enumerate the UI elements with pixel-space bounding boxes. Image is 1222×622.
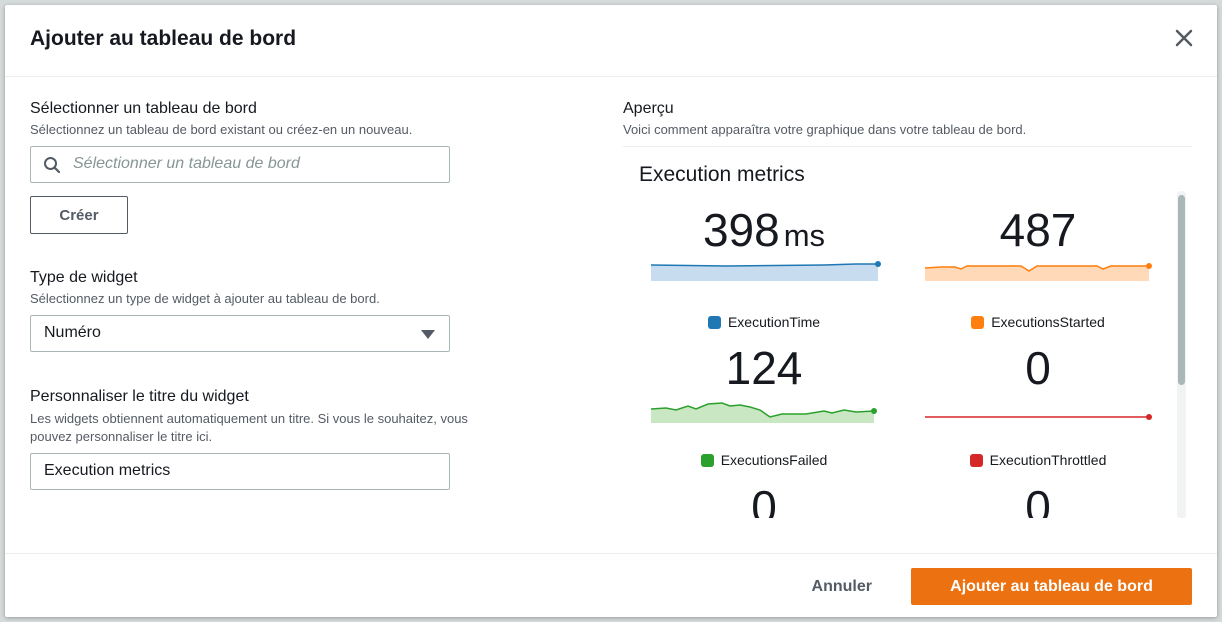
widget-title-description-line1: Les widgets obtiennent automatiquement u… xyxy=(30,411,468,426)
legend-swatch xyxy=(707,315,721,329)
preview-label: Aperçu xyxy=(623,100,674,117)
metric-unit: ms xyxy=(783,218,826,253)
modal-title: Ajouter au tableau de bord xyxy=(30,27,297,50)
metric-number: 487 xyxy=(999,204,1077,256)
legend-execution-throttled: ExecutionThrottled xyxy=(923,450,1153,470)
preview-widget-title: Execution metrics xyxy=(639,163,805,186)
widget-title-input[interactable]: Execution metrics xyxy=(30,453,450,490)
legend-label: ExecutionTime xyxy=(727,314,821,330)
dashboard-search-placeholder: Sélectionner un tableau de bord xyxy=(73,155,300,172)
metric-number: 0 xyxy=(751,481,777,518)
metric-number: 124 xyxy=(725,342,803,394)
metric-number: 0 xyxy=(1025,342,1051,394)
widget-type-value: Numéro xyxy=(44,324,101,341)
search-icon xyxy=(43,156,61,174)
legend-execution-time: ExecutionTime xyxy=(649,312,879,332)
scrollbar-thumb[interactable] xyxy=(1178,195,1185,385)
sparkline-executions-started xyxy=(924,263,1152,281)
dashboard-description: Sélectionnez un tableau de bord existant… xyxy=(30,122,413,137)
add-to-dashboard-modal: Ajouter au tableau de bord Sélectionner … xyxy=(5,5,1217,617)
widget-type-select[interactable]: Numéro xyxy=(30,315,450,352)
metric-value-execution-throttled: 0 xyxy=(923,343,1153,393)
metric-number: 0 xyxy=(1025,481,1051,518)
legend-label: ExecutionsStarted xyxy=(991,314,1105,330)
sparkline-executions-failed xyxy=(650,402,877,423)
caret-down-icon xyxy=(421,330,435,339)
cancel-button[interactable]: Annuler xyxy=(811,578,872,595)
add-to-dashboard-button[interactable]: Ajouter au tableau de bord xyxy=(911,568,1192,605)
metric-number: 398 xyxy=(702,204,780,256)
modal-footer: Annuler Ajouter au tableau de bord xyxy=(5,553,1217,617)
legend-swatch xyxy=(971,315,985,329)
preview-scrollbar[interactable] xyxy=(1177,191,1186,518)
close-icon[interactable] xyxy=(1173,27,1195,49)
legend-swatch xyxy=(700,453,714,467)
legend-label: ExecutionsFailed xyxy=(720,452,828,468)
modal-header: Ajouter au tableau de bord xyxy=(5,5,1217,77)
legend-executions-started: ExecutionsStarted xyxy=(923,312,1153,332)
metric-value-execution-time: 398 ms xyxy=(649,205,879,261)
widget-title-label: Personnaliser le titre du widget xyxy=(30,388,249,405)
dashboard-search-input[interactable]: Sélectionner un tableau de bord xyxy=(30,146,450,183)
legend-swatch xyxy=(969,453,983,467)
widget-title-description-line2: pouvez personnaliser le titre ici. xyxy=(30,429,213,444)
metric-value-executions-started: 487 xyxy=(923,205,1153,255)
metric-value-row3-right: 0 xyxy=(923,482,1153,518)
legend-executions-failed: ExecutionsFailed xyxy=(649,450,879,470)
widget-type-description: Sélectionnez un type de widget à ajouter… xyxy=(30,291,380,306)
widget-type-label: Type de widget xyxy=(30,269,138,286)
legend-label: ExecutionThrottled xyxy=(989,452,1107,468)
dashboard-label: Sélectionner un tableau de bord xyxy=(30,100,257,117)
widget-title-value: Execution metrics xyxy=(44,462,171,479)
metric-value-executions-failed: 124 xyxy=(649,343,879,393)
sparkline-execution-throttled xyxy=(925,414,1152,420)
preview-panel: Execution metrics 398 ms 487 ExecutionTim… xyxy=(623,146,1192,518)
preview-description: Voici comment apparaîtra votre graphique… xyxy=(623,122,1027,137)
sparkline-execution-time xyxy=(650,261,881,281)
create-button[interactable]: Créer xyxy=(30,196,128,234)
metric-value-row3-left: 0 xyxy=(649,482,879,518)
